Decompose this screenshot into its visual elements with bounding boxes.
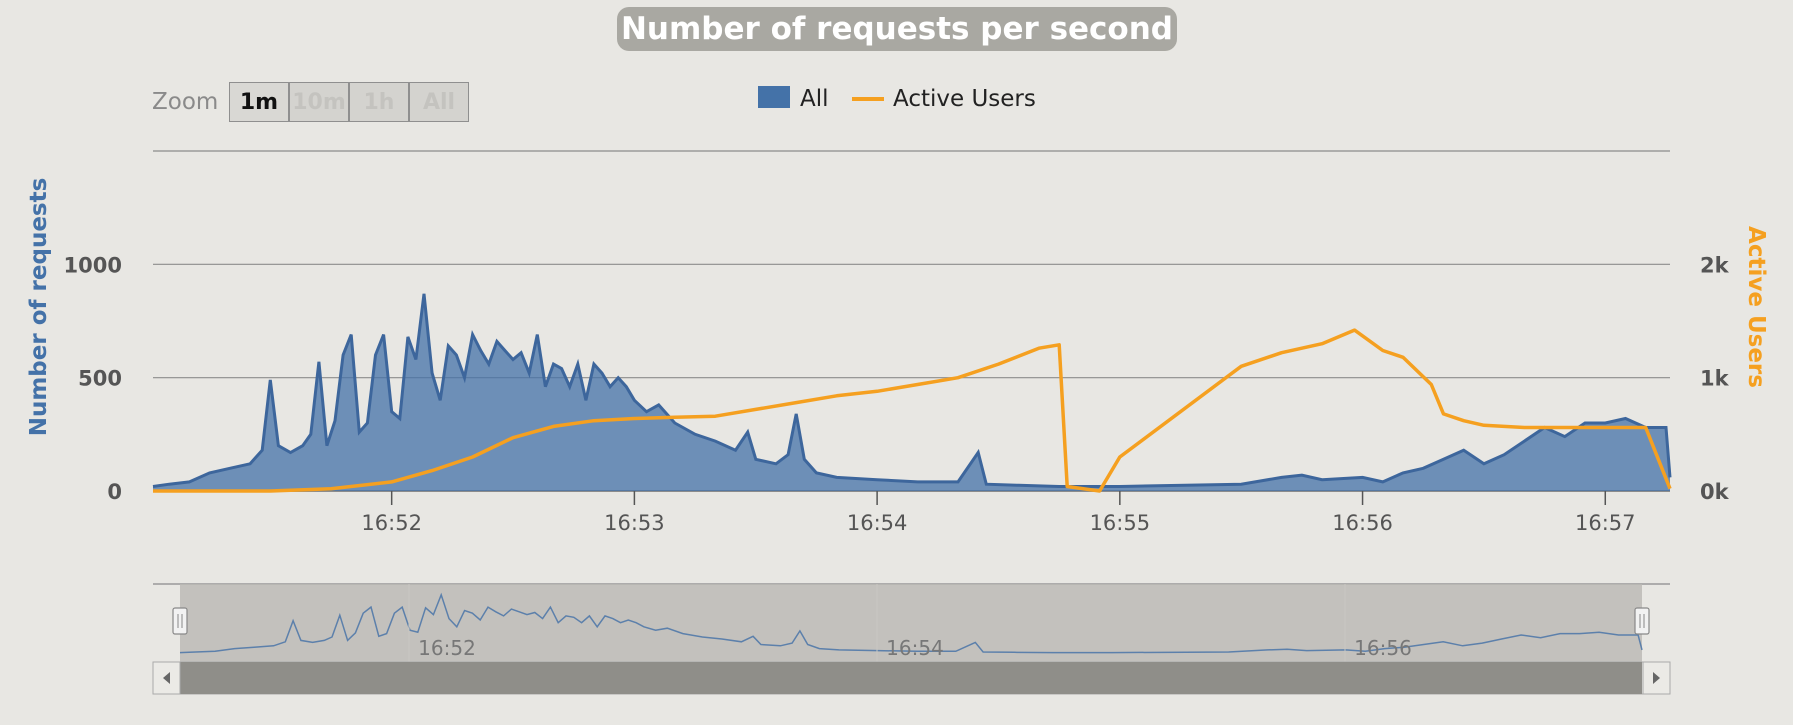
y-tick-left-0: 0: [107, 480, 122, 504]
y-tick-right-1k: 1k: [1700, 367, 1730, 391]
y-tick-right-0k: 0k: [1700, 480, 1730, 504]
x-tick-16:57: 16:57: [1575, 511, 1636, 535]
legend-all-swatch[interactable]: [758, 86, 790, 108]
navigator-label-16:54: 16:54: [886, 636, 944, 660]
navigator-label-16:52: 16:52: [418, 636, 476, 660]
zoom-label: Zoom: [152, 89, 219, 115]
zoom-1m-button[interactable]: 1m: [229, 82, 289, 122]
zoom-1h-button[interactable]: 1h: [349, 82, 409, 122]
series-all-area: [153, 293, 1670, 491]
navigator-series-line: [179, 592, 1643, 654]
chart-title: Number of requests per second: [617, 7, 1177, 51]
navigator-left-handle[interactable]: [172, 607, 188, 635]
y-tick-right-2k: 2k: [1700, 253, 1730, 277]
series-active-users-line: [153, 328, 1672, 493]
legend-all-label[interactable]: All: [800, 86, 829, 112]
y-axis-title-right: Active Users: [1743, 226, 1769, 388]
scrollbar-thumb[interactable]: [180, 662, 1642, 694]
navigator-selection-mask: [180, 584, 1642, 662]
y-tick-left-1000: 1000: [64, 253, 122, 277]
y-tick-left-500: 500: [78, 367, 122, 391]
x-tick-16:54: 16:54: [847, 511, 908, 535]
legend-active-users-label[interactable]: Active Users: [893, 86, 1036, 112]
x-tick-16:56: 16:56: [1332, 511, 1393, 535]
x-tick-16:53: 16:53: [604, 511, 665, 535]
x-tick-16:52: 16:52: [361, 511, 422, 535]
scroll-right-arrow-icon: [1653, 672, 1660, 684]
navigator-right-handle[interactable]: [1634, 607, 1650, 635]
x-tick-16:55: 16:55: [1090, 511, 1151, 535]
scroll-left-arrow-icon: [163, 672, 170, 684]
zoom-all-button[interactable]: All: [409, 82, 469, 122]
zoom-10m-button[interactable]: 10m: [289, 82, 349, 122]
y-axis-title-left: Number of requests: [26, 178, 52, 437]
series-all-line: [152, 293, 1672, 488]
navigator-label-16:56: 16:56: [1354, 636, 1412, 660]
